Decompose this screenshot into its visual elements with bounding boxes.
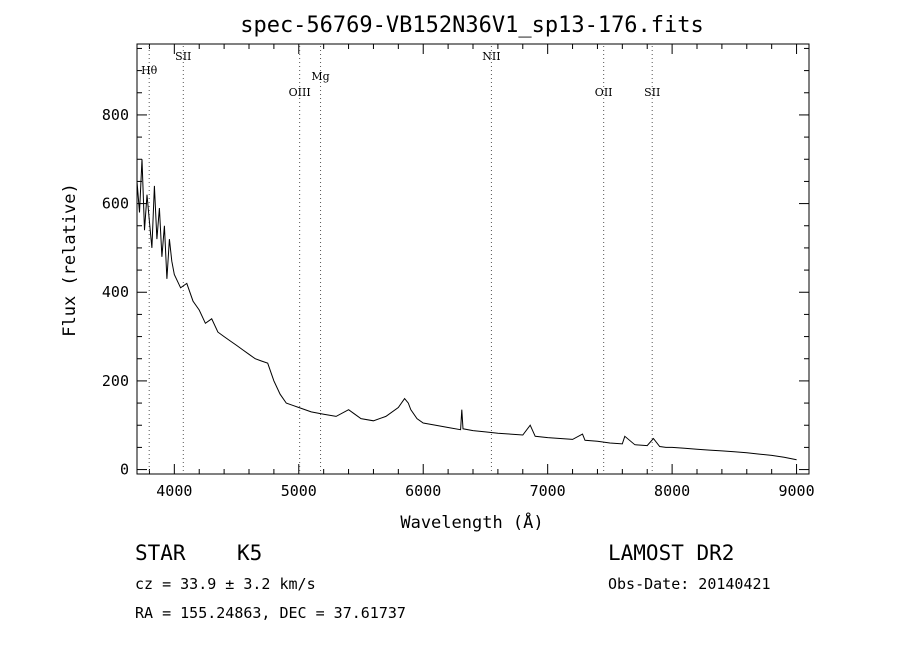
survey-release: LAMOST DR2: [608, 541, 735, 565]
x-axis-label: Wavelength (Å): [400, 511, 543, 533]
spectral-line-label: Hθ: [141, 64, 158, 77]
x-tick-label: 8000: [654, 482, 690, 500]
y-tick-labels: 0 200 400 600 800: [102, 106, 129, 479]
spectral-line-label: OII: [595, 86, 613, 99]
x-tick-label: 5000: [281, 482, 317, 500]
observation-date: Obs-Date: 20140421: [608, 575, 771, 593]
x-tick-label: 4000: [156, 482, 192, 500]
spectral-line-label: NII: [482, 50, 500, 63]
y-axis-label: Flux (relative): [60, 183, 80, 337]
spectrum-chart: spec-56769-VB152N36V1_sp13-176.fits 4000…: [60, 13, 815, 533]
y-tick-label: 200: [102, 372, 129, 390]
spectral-line-label: Mg: [311, 70, 329, 83]
y-tick-label: 400: [102, 283, 129, 301]
redshift-readout: cz = 33.9 ± 3.2 km/s: [135, 575, 316, 593]
axis-ticks: [137, 44, 809, 474]
chart-title: spec-56769-VB152N36V1_sp13-176.fits: [240, 13, 704, 38]
spectral-line-label: SII: [644, 86, 660, 99]
x-tick-label: 7000: [530, 482, 566, 500]
spectrum-line: [136, 159, 797, 461]
x-tick-labels: 4000 5000 6000 7000 8000 9000: [156, 482, 814, 500]
y-tick-label: 600: [102, 195, 129, 213]
spectral-line-label: OIII: [289, 86, 311, 99]
spectral-line-label: SII: [175, 50, 191, 63]
y-tick-label: 0: [120, 461, 129, 479]
x-tick-label: 6000: [405, 482, 441, 500]
coordinates-readout: RA = 155.24863, DEC = 37.61737: [135, 604, 406, 622]
spectral-subclass: K5: [237, 541, 263, 565]
y-tick-label: 800: [102, 106, 129, 124]
x-tick-label: 9000: [778, 482, 814, 500]
plot-frame: [136, 43, 810, 475]
object-class: STAR: [135, 541, 186, 565]
